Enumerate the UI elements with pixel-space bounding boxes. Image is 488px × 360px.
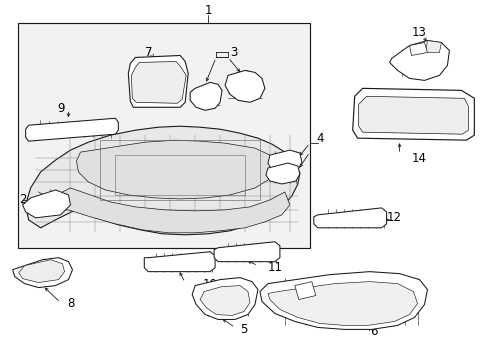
- Circle shape: [151, 73, 167, 89]
- Circle shape: [342, 301, 352, 310]
- Text: 9: 9: [57, 102, 64, 115]
- Polygon shape: [352, 88, 473, 140]
- Polygon shape: [25, 118, 118, 141]
- Polygon shape: [25, 126, 299, 235]
- Polygon shape: [267, 282, 417, 325]
- Polygon shape: [200, 285, 249, 315]
- Text: 13: 13: [411, 26, 426, 39]
- Polygon shape: [144, 252, 215, 272]
- Polygon shape: [294, 282, 315, 300]
- Polygon shape: [389, 41, 448, 80]
- Polygon shape: [425, 41, 441, 53]
- Polygon shape: [260, 272, 427, 329]
- Text: 3: 3: [230, 46, 237, 59]
- Polygon shape: [408, 42, 427, 55]
- Polygon shape: [192, 278, 258, 319]
- Polygon shape: [131, 62, 186, 103]
- Text: 6: 6: [369, 325, 377, 338]
- Text: 10: 10: [202, 278, 217, 291]
- Text: 4: 4: [315, 132, 323, 145]
- Polygon shape: [313, 208, 386, 228]
- Polygon shape: [358, 96, 468, 134]
- Polygon shape: [13, 258, 72, 288]
- Polygon shape: [19, 260, 64, 283]
- Polygon shape: [214, 242, 279, 262]
- Text: 11: 11: [267, 261, 282, 274]
- Bar: [18, 23, 309, 248]
- Polygon shape: [128, 55, 188, 107]
- Text: 5: 5: [240, 323, 247, 336]
- Text: 7: 7: [144, 46, 152, 59]
- Text: 12: 12: [386, 211, 401, 224]
- Text: 1: 1: [204, 4, 211, 17]
- Polygon shape: [76, 140, 274, 199]
- Text: 14: 14: [411, 152, 426, 165]
- Polygon shape: [190, 82, 222, 110]
- Circle shape: [219, 297, 228, 306]
- Polygon shape: [22, 190, 70, 218]
- Polygon shape: [50, 188, 289, 233]
- Text: 8: 8: [67, 297, 74, 310]
- Polygon shape: [224, 71, 264, 102]
- Text: 2: 2: [19, 193, 26, 206]
- Polygon shape: [267, 150, 301, 173]
- Polygon shape: [265, 163, 299, 184]
